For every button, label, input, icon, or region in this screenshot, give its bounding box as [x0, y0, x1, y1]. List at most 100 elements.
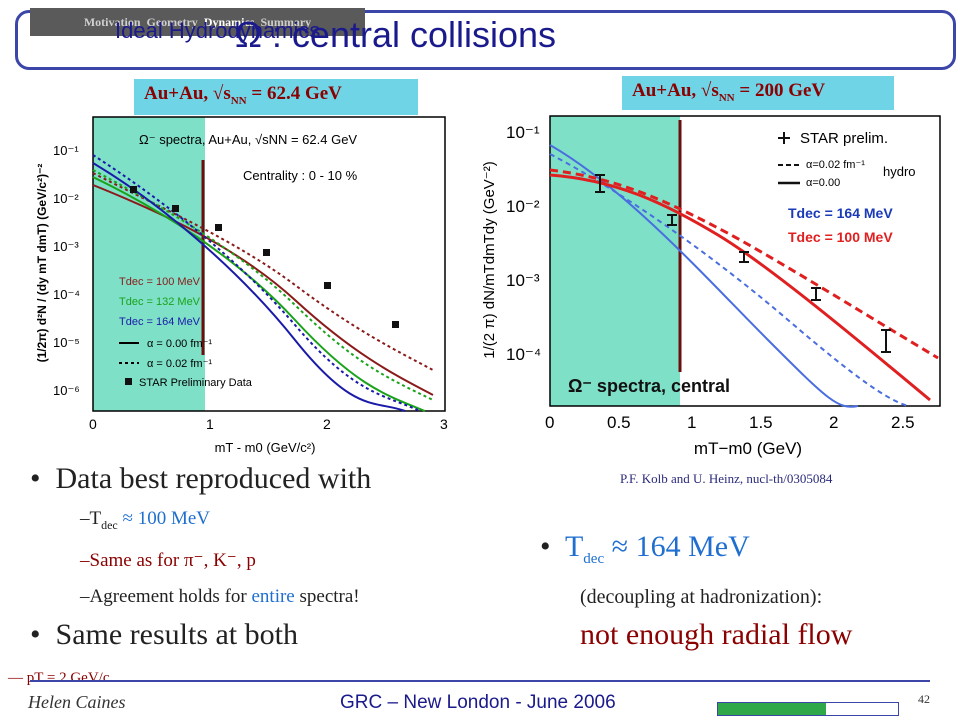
data-point — [324, 282, 331, 289]
right-curves — [549, 144, 939, 408]
ytick: 10⁻⁴ — [53, 287, 80, 302]
legend-alpha02: α = 0.02 fm⁻¹ — [147, 358, 212, 370]
sub1-prefix: –T — [80, 508, 102, 529]
curve-t164-a02 — [549, 153, 909, 407]
right-yticks: 10⁻¹ 10⁻² 10⁻³ 10⁻⁴ — [506, 123, 541, 364]
curve-t100-a0 — [92, 184, 434, 396]
xtick: 1 — [687, 413, 696, 432]
energy-left-system: Au+Au, — [144, 83, 209, 104]
rb-paren: (decoupling at hadronization): — [580, 586, 823, 608]
sqrt-snn-symbol: √sNN — [212, 83, 247, 107]
bullet-sub1: –Tdec ≈ 100 MeV — [80, 506, 480, 538]
slide-progress-bar — [717, 702, 899, 716]
xtick: 0 — [89, 416, 97, 432]
energy-label-left: Au+Au, √sNN = 62.4 GeV — [134, 79, 418, 121]
left-legend-title: Ω⁻ spectra, Au+Au, √sNN = 62.4 GeV — [139, 132, 357, 147]
right-xlabel: mT−m0 (GeV) — [694, 439, 802, 458]
citation: P.F. Kolb and U. Heinz, nucl-th/0305084 — [620, 471, 833, 486]
legend-t100: Tdec = 100 MeV — [119, 276, 201, 288]
xtick: 3 — [440, 416, 448, 432]
sub3-suffix: spectra! — [294, 585, 360, 607]
sub1-value: ≈ 100 MeV — [117, 508, 210, 529]
slide-progress-fill — [718, 703, 826, 715]
nav-item-geometry[interactable]: Geometry — [146, 14, 198, 29]
ytick: 10⁻³ — [53, 239, 79, 254]
rb-prefix: T — [564, 530, 584, 563]
left-axes-frame — [92, 116, 446, 412]
sqrt-snn-symbol: √sNN — [700, 80, 735, 104]
right-axes-frame — [549, 115, 941, 407]
legend-marker — [125, 378, 132, 385]
legend-hydro: hydro — [883, 164, 916, 179]
ytick: 10⁻¹ — [53, 143, 79, 158]
legend-star: STAR prelim. — [800, 130, 888, 147]
curve-t164-a02 — [92, 154, 421, 412]
title-frame — [15, 10, 956, 70]
xtick: 2 — [829, 413, 838, 432]
legend-t164: Tdec = 164 MeV — [119, 316, 201, 328]
ytick: 10⁻³ — [506, 271, 540, 290]
xtick: 1 — [206, 416, 214, 432]
rb-value: ≈ 164 MeV — [604, 530, 750, 563]
right-plot-label: Ω⁻ spectra, central — [568, 376, 730, 396]
slide-title: Ω : central collisions — [235, 14, 557, 55]
left-centrality: Centrality : 0 - 10 % — [243, 168, 358, 183]
legend-t132: Tdec = 132 MeV — [119, 296, 201, 308]
curve-t100-a0 — [549, 173, 931, 402]
ytick: 10⁻¹ — [506, 123, 540, 142]
overlay-label: Ideal Hydrodynamics — [115, 18, 321, 43]
left-data-points — [130, 186, 399, 328]
legend-alpha02: α=0.02 fm⁻¹ — [806, 159, 865, 171]
nav-item-dynamics[interactable]: Dynamics — [203, 14, 255, 29]
left-xlabel: mT - m0 (GeV/c²) — [215, 440, 316, 455]
footer-divider — [30, 680, 930, 682]
xtick: 1.5 — [749, 413, 773, 432]
rb-conclusion: not enough radial flow — [580, 618, 853, 651]
footer-conference: GRC – New London - June 2006 — [340, 692, 616, 713]
sub3-prefix: –Agreement holds for — [80, 585, 252, 607]
xtick: 2.5 — [891, 413, 915, 432]
nav-item-motivation[interactable]: Motivation — [83, 14, 141, 29]
ytick: 10⁻⁶ — [53, 383, 80, 398]
data-point — [263, 249, 270, 256]
section-nav[interactable]: Motivation Geometry Dynamics Summary — [30, 8, 365, 36]
bullet-main: • Data best reproduced with — [30, 462, 372, 495]
xtick: 2 — [323, 416, 331, 432]
data-point — [392, 321, 399, 328]
right-bullet-line1: • Tdec ≈ 164 MeV — [540, 530, 750, 567]
bullet-sub2: –Same as for π⁻, K⁻, p — [80, 549, 256, 571]
energy-right-system: Au+Au, — [632, 80, 697, 101]
legend-alpha0: α=0.00 — [806, 177, 840, 189]
right-spectra-plot: STAR prelim. α=0.02 fm⁻¹ α=0.00 hydro Td… — [478, 110, 956, 465]
energy-right-value: = 200 GeV — [739, 80, 826, 101]
label-tdec-100: Tdec = 100 MeV — [788, 229, 893, 245]
curve-t100-a02 — [549, 168, 939, 360]
left-spectra-plot: Ω⁻ spectra, Au+Au, √sNN = 62.4 GeV Centr… — [35, 115, 465, 460]
ytick: 10⁻⁵ — [53, 335, 80, 350]
right-ylabel: 1/(2 π) dN/mTdmTdy (GeV⁻²) — [481, 161, 498, 358]
left-yticks: 10⁻¹ 10⁻² 10⁻³ 10⁻⁴ 10⁻⁵ 10⁻⁶ — [53, 143, 80, 398]
xtick: 0 — [545, 413, 554, 432]
left-bullets: • Data best reproduced with –Tdec ≈ 100 … — [30, 462, 480, 652]
energy-left-value: = 62.4 GeV — [251, 83, 342, 104]
data-point — [172, 205, 179, 212]
xtick: 0.5 — [607, 413, 631, 432]
legend-alpha0: α = 0.00 fm⁻¹ — [147, 338, 212, 350]
curve-t164-a0 — [92, 162, 406, 412]
sub3-highlight: entire — [251, 585, 295, 607]
legend-star: STAR Preliminary Data — [139, 377, 253, 389]
ytick: 10⁻² — [506, 197, 540, 216]
left-ylabel: (1/2π) d²N / (dy mT dmT) (GeV/c²)⁻² — [35, 164, 49, 363]
data-point — [215, 224, 222, 231]
ytick: 10⁻² — [53, 191, 79, 206]
right-xticks: 0 0.5 1 1.5 2 2.5 — [545, 413, 915, 432]
bullet-main2: • Same results at both — [30, 617, 298, 651]
sub1-sub: dec — [101, 517, 118, 532]
left-shaded-region — [93, 117, 205, 411]
left-xticks: 0 1 2 3 — [89, 416, 448, 432]
nav-item-summary[interactable]: Summary — [260, 14, 312, 29]
rb-sub: dec — [583, 551, 605, 567]
right-shaded-region — [550, 116, 680, 406]
label-tdec-164: Tdec = 164 MeV — [788, 205, 893, 221]
bullet-main2-text: Same results at both — [55, 617, 298, 651]
